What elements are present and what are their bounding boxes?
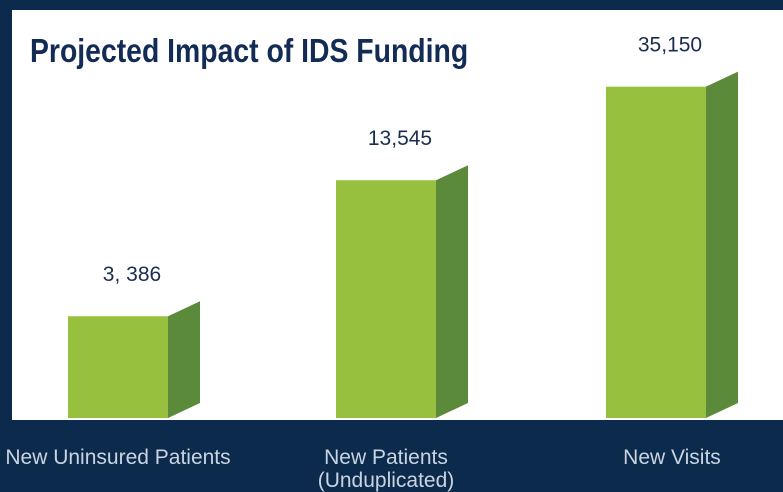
x-tick-label: New Visits bbox=[623, 446, 721, 469]
bar-side bbox=[706, 71, 738, 418]
bar bbox=[336, 180, 436, 418]
value-label: 13,545 bbox=[368, 127, 432, 150]
bar-side bbox=[168, 301, 200, 418]
bar bbox=[606, 86, 706, 418]
value-label: 35,150 bbox=[638, 34, 702, 57]
bar-side bbox=[436, 165, 468, 418]
bar bbox=[68, 316, 168, 418]
value-label: 3, 386 bbox=[103, 263, 161, 286]
x-tick-label: New Uninsured Patients bbox=[5, 446, 230, 469]
x-tick-label: New Patients (Unduplicated) bbox=[318, 446, 455, 492]
chart-title: Projected Impact of IDS Funding bbox=[30, 32, 468, 70]
